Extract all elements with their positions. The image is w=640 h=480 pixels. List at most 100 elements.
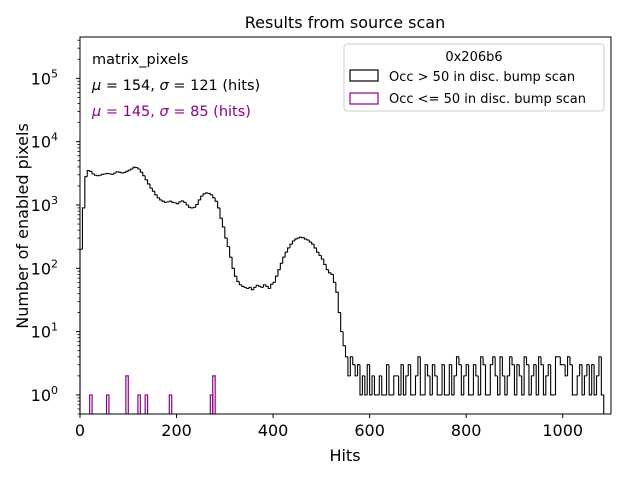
histogram-bin	[91, 171, 95, 175]
histogram-bin	[238, 281, 242, 286]
histogram-bin	[248, 286, 252, 289]
histogram-bin	[243, 286, 247, 288]
histogram-bin	[489, 364, 493, 395]
histogram-bin	[354, 364, 358, 377]
histogram-bin	[538, 356, 541, 395]
histogram-bin	[393, 375, 397, 395]
histogram-bin	[303, 237, 307, 240]
histogram-bin	[209, 193, 213, 196]
histogram-bin	[361, 375, 365, 395]
x-tick-label: 600	[354, 421, 385, 440]
histogram-bin	[270, 283, 274, 289]
histogram-bin	[289, 243, 293, 248]
y-tick-label: 104	[31, 131, 58, 152]
histogram-bin	[576, 375, 580, 395]
legend-label-occ-le-50: Occ <= 50 in disc. bump scan	[389, 92, 586, 107]
histogram-bin	[229, 246, 233, 258]
histogram-bin	[400, 364, 404, 395]
histogram-bin	[357, 364, 360, 376]
histogram-bin	[202, 193, 206, 197]
histogram-bin	[180, 200, 184, 202]
histogram-bin	[511, 356, 515, 366]
histogram-bin	[279, 262, 283, 270]
histogram-bin	[340, 312, 344, 333]
histogram-bin	[245, 287, 249, 290]
histogram-bin	[323, 259, 327, 266]
histogram-bin	[195, 203, 199, 208]
histogram-bin	[221, 218, 225, 228]
histogram-bin	[258, 285, 262, 287]
histogram-bin	[332, 274, 336, 283]
stats-annotation: matrix_pixels μ = 154, σ = 121 (hits) μ …	[91, 52, 260, 120]
histogram-bin	[528, 364, 532, 396]
histogram-bin	[125, 170, 129, 173]
histogram-bin	[144, 175, 148, 181]
histogram-bin	[525, 356, 529, 366]
histogram-bin	[132, 166, 136, 170]
histogram-bin	[253, 286, 257, 290]
histogram-bin	[173, 202, 177, 204]
histogram-bin	[518, 364, 522, 377]
histogram-bin	[93, 173, 97, 176]
histogram-bin	[504, 375, 508, 396]
x-tick-label: 0	[75, 421, 85, 440]
stats-2-unit: (hits)	[213, 104, 251, 120]
stats-line-1: μ = 154, σ = 121 (hits)	[91, 78, 260, 94]
histogram-bin	[315, 247, 319, 253]
histogram-bin	[101, 173, 105, 176]
histogram-bin	[313, 244, 317, 249]
histogram-bin	[414, 375, 418, 395]
histogram-bin	[480, 356, 484, 395]
histogram-bin	[477, 375, 481, 396]
histogram-bin	[154, 191, 158, 196]
histogram-bin	[330, 272, 334, 275]
histogram-bin	[530, 375, 534, 395]
histogram-bin	[337, 292, 341, 314]
histogram-bin	[219, 207, 223, 219]
histogram-bin	[533, 364, 537, 376]
histogram-bin	[429, 375, 433, 396]
histogram-bin	[475, 364, 479, 377]
histogram-bin	[407, 364, 411, 376]
histogram-bin	[113, 172, 117, 175]
histogram-bin	[554, 356, 558, 395]
y-tick-label: 101	[31, 321, 58, 342]
series-occ-gt-50	[79, 166, 605, 414]
histogram-bin	[265, 284, 269, 287]
legend-swatch-occ-le-50	[349, 92, 379, 105]
histogram-bin	[463, 375, 467, 395]
histogram-bin	[287, 247, 290, 253]
histogram-bin	[147, 179, 150, 185]
histogram-bin	[89, 170, 93, 172]
histogram-bin	[311, 242, 315, 245]
histogram-bin	[550, 364, 554, 396]
histogram-bin	[516, 364, 520, 395]
stats-1-sigma: 121	[190, 78, 218, 94]
histogram-bin	[236, 276, 240, 282]
histogram-bin	[130, 168, 134, 171]
histogram-bin	[378, 375, 382, 395]
histogram-bin	[277, 269, 281, 277]
histogram-bin	[204, 192, 208, 194]
histogram-bin	[260, 286, 264, 288]
stats-2-mu: 145	[123, 104, 151, 120]
histogram-bin	[81, 207, 85, 250]
x-tick-label: 400	[258, 421, 289, 440]
x-tick-label: 200	[161, 421, 192, 440]
histogram-bin	[296, 237, 300, 240]
histogram-bin	[144, 394, 149, 414]
histogram-bin	[523, 356, 527, 395]
histogram-bin	[595, 375, 599, 395]
legend: 0x206b6 Occ > 50 in disc. bump scan Occ …	[343, 43, 605, 112]
histogram-bin	[125, 375, 129, 414]
series-occ-le-50	[89, 375, 216, 414]
histogram-bin	[381, 375, 385, 396]
histogram-bin	[115, 171, 119, 174]
histogram-bin	[197, 199, 201, 205]
stats-1-unit: (hits)	[222, 78, 260, 94]
histogram-bin	[178, 201, 182, 204]
histogram-bin	[84, 176, 88, 208]
histogram-bin	[176, 202, 179, 205]
histogram-bin	[282, 256, 286, 264]
histogram-bin	[499, 356, 503, 395]
